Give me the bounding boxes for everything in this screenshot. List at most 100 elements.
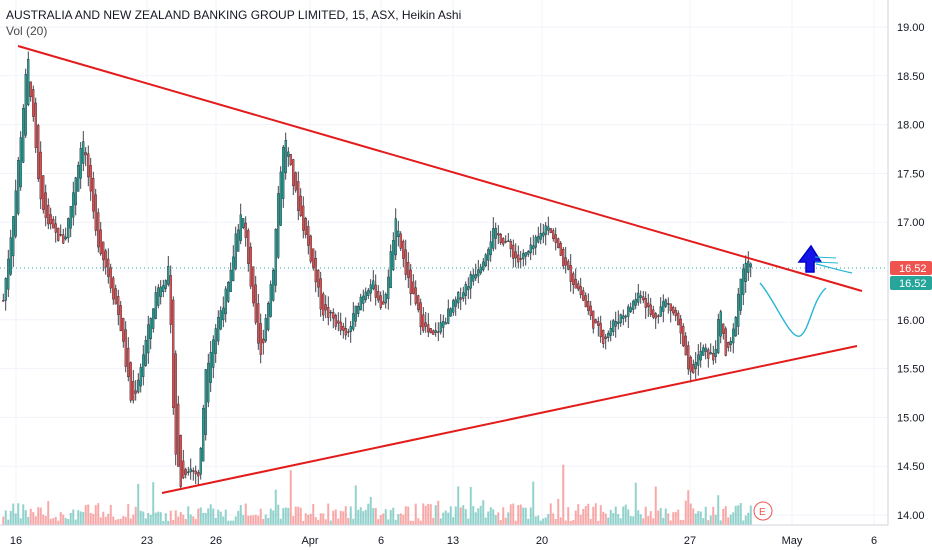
volume-bar	[659, 507, 662, 525]
volume-bar	[497, 512, 500, 525]
candle-body	[452, 300, 455, 313]
price-tick-label: 15.00	[897, 412, 925, 424]
volume-bar	[97, 503, 100, 525]
candle-body	[659, 306, 662, 317]
candle-body	[189, 468, 192, 473]
volume-bar	[454, 506, 457, 525]
candle-body	[522, 253, 525, 260]
volume-bar	[32, 512, 35, 525]
candle-body	[299, 195, 302, 217]
candle-body	[169, 275, 172, 325]
volume-bar	[424, 505, 427, 525]
volume-bar	[744, 515, 747, 525]
candle-body	[27, 58, 30, 105]
upper-trendline[interactable]	[17, 45, 863, 292]
candle-body	[542, 232, 545, 237]
time-axis[interactable]: 16 23 26 Apr 6 13 20 27 May 6	[10, 535, 877, 547]
candle-body	[492, 228, 495, 249]
candle-body	[22, 108, 25, 163]
volume-bar	[429, 504, 432, 525]
volume-bar	[22, 504, 25, 525]
volume-bar	[459, 507, 462, 525]
candle-body	[227, 281, 230, 302]
volume-bar	[79, 511, 82, 525]
volume-bar	[42, 514, 45, 525]
volume-bar	[472, 506, 475, 525]
forecast-sketch[interactable]	[759, 282, 827, 337]
volume-bar	[464, 509, 467, 525]
candle-body	[702, 347, 705, 356]
lower-trendline[interactable]	[161, 345, 858, 494]
candle-body	[407, 262, 410, 278]
candle-body	[214, 328, 217, 354]
volume-bar	[742, 520, 745, 525]
candle-body	[392, 240, 395, 270]
volume-bar	[707, 520, 710, 525]
volume-bar	[734, 505, 737, 525]
volume-bar	[522, 507, 525, 525]
candle-body	[499, 233, 502, 243]
volume-bar	[399, 513, 402, 525]
candle-body	[444, 322, 447, 325]
candle-body	[262, 338, 265, 344]
candle-body	[564, 257, 567, 266]
volume-bar	[649, 511, 652, 525]
candle-body	[674, 309, 677, 317]
volume-bar	[439, 518, 442, 525]
volume-bar	[624, 504, 627, 525]
volume-bar	[237, 510, 240, 525]
volume-bar	[452, 517, 455, 525]
close-price-tag: 16.52	[890, 276, 932, 290]
candle-body	[284, 140, 287, 174]
volume-bar	[667, 513, 670, 525]
candle-body	[699, 350, 702, 361]
candle-body	[484, 254, 487, 267]
volume-bar	[604, 513, 607, 525]
candle-body	[252, 266, 255, 304]
candle-body	[277, 193, 280, 258]
candle-body	[394, 218, 397, 256]
volume-bar	[74, 519, 77, 525]
candle-body	[179, 435, 182, 487]
candle-body	[632, 300, 635, 310]
candle-body	[537, 236, 540, 243]
candle-body	[734, 316, 737, 337]
candle-body	[577, 283, 580, 290]
volume-bar	[329, 520, 332, 525]
earnings-marker[interactable]: E	[753, 501, 773, 521]
up-arrow-icon[interactable]	[797, 244, 839, 273]
candle-body	[664, 299, 667, 307]
candle-body	[597, 321, 600, 326]
price-tick-label: 16.00	[897, 315, 925, 327]
volume-bar	[339, 510, 342, 525]
volume-bar	[179, 512, 182, 525]
volume-bar	[652, 518, 655, 525]
candle-body	[447, 308, 450, 324]
candle-body	[99, 229, 102, 255]
volume-bar	[177, 516, 180, 525]
volume-bar	[162, 520, 165, 525]
volume-bar	[134, 506, 137, 525]
candle-body	[502, 238, 505, 245]
candle-body	[297, 181, 300, 211]
time-tick-label: 6	[378, 535, 384, 547]
volume-bar	[657, 510, 660, 525]
candle-body	[4, 278, 7, 301]
volume-bar	[229, 520, 232, 525]
candle-body	[267, 303, 270, 330]
volume-bar	[169, 510, 172, 525]
volume-bar	[247, 515, 250, 525]
volume-bar	[432, 517, 435, 525]
candle-body	[439, 322, 442, 333]
volume-bar	[109, 504, 112, 525]
candle-body	[382, 301, 385, 305]
volume-bar	[382, 513, 385, 525]
volume-indicator-label[interactable]: Vol (20)	[6, 24, 48, 38]
chart-title: AUSTRALIA AND NEW ZEALAND BANKING GROUP …	[6, 8, 462, 22]
candle-body	[637, 292, 640, 303]
volume-bar	[4, 510, 7, 525]
candle-body	[374, 284, 377, 298]
candle-body	[89, 165, 92, 192]
candle-body	[62, 234, 65, 244]
